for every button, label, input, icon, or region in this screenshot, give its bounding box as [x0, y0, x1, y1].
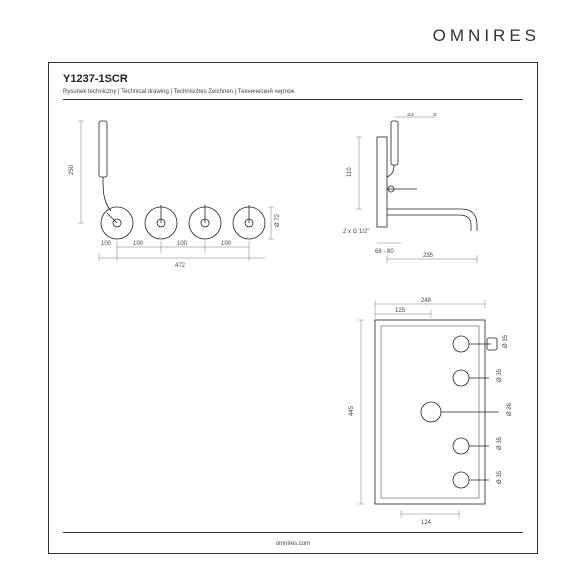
svg-text:100: 100 [177, 241, 188, 247]
footer-rule [63, 532, 523, 533]
svg-text:Ø 72: Ø 72 [275, 213, 281, 227]
svg-text:Ø 26: Ø 26 [507, 402, 513, 416]
svg-text:33: 33 [407, 113, 414, 118]
footer-url: omnires.com [49, 541, 537, 547]
model-number: Y1237-1SCR [63, 73, 128, 85]
side-elevation: 33 5 110 2 x G 1/2" 68 - 80 235 [331, 113, 531, 283]
svg-text:445: 445 [349, 405, 355, 416]
svg-text:2 x G 1/2": 2 x G 1/2" [343, 229, 369, 235]
svg-text:250: 250 [69, 164, 75, 175]
svg-text:235: 235 [423, 253, 434, 259]
svg-text:Ø 35: Ø 35 [497, 436, 503, 450]
svg-text:Ø 35: Ø 35 [503, 334, 509, 348]
svg-text:125: 125 [395, 308, 406, 314]
svg-text:100: 100 [101, 241, 112, 247]
svg-text:68 - 80: 68 - 80 [375, 249, 394, 255]
front-elevation: 250 Ø 72 100 100 100 472 100 [59, 113, 319, 283]
svg-text:472: 472 [175, 263, 186, 269]
header-rule [63, 99, 523, 100]
plan-view: 248 125 Ø 35 Ø 35 Ø 26 Ø 35 Ø 35 445 [331, 291, 531, 531]
svg-text:248: 248 [421, 298, 432, 304]
svg-text:100: 100 [133, 241, 144, 247]
svg-text:100: 100 [221, 241, 232, 247]
svg-text:110: 110 [347, 167, 353, 177]
brand-logo: OMNIRES [433, 26, 540, 46]
svg-text:5: 5 [433, 113, 437, 118]
svg-text:Ø 35: Ø 35 [497, 470, 503, 484]
svg-text:Ø 35: Ø 35 [497, 368, 503, 382]
drawing-sheet: Y1237-1SCR Rysunek techniczny | Technica… [48, 62, 538, 554]
svg-text:124: 124 [421, 520, 432, 526]
subtitle-text: Rysunek techniczny | Technical drawing |… [63, 89, 294, 95]
